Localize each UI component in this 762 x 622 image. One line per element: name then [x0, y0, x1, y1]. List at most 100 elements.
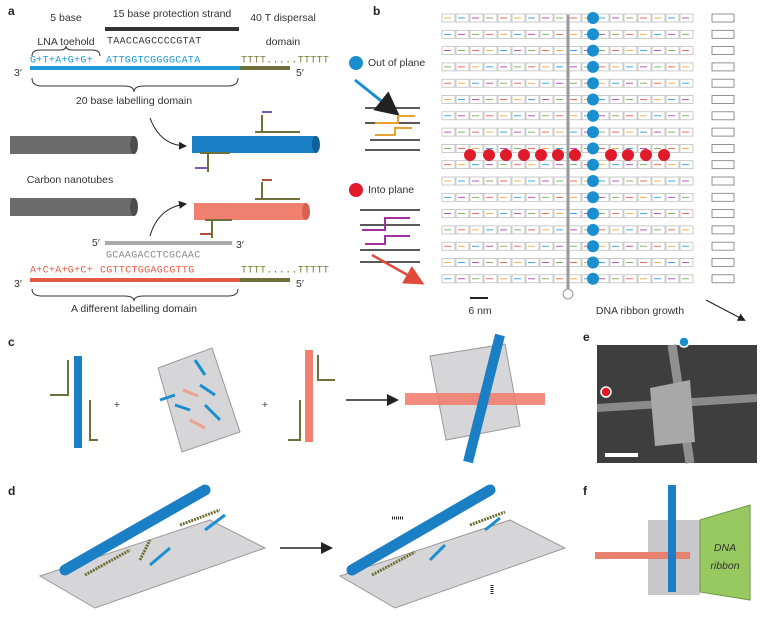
marker-dot [587, 142, 599, 155]
ladder-rung [711, 241, 735, 251]
nanotube [305, 350, 313, 442]
panel-label: a [8, 4, 15, 18]
lattice-cell [623, 46, 638, 55]
lattice-cell [679, 13, 694, 23]
lattice-cell [623, 111, 638, 121]
surface [338, 519, 567, 609]
lattice-cell [539, 29, 554, 39]
lattice-cell [651, 29, 666, 39]
lattice-cell [469, 127, 484, 137]
lattice-cell [651, 209, 666, 218]
lattice-cell [623, 176, 638, 186]
lattice-cell [525, 225, 540, 235]
lattice-cell [623, 160, 638, 170]
helix-line [360, 209, 420, 263]
nanotube [668, 485, 676, 592]
lattice-cell [497, 62, 512, 72]
end-label: 5′ [296, 67, 304, 79]
lattice-cell [539, 62, 554, 72]
lattice-cell [469, 62, 484, 72]
surface [157, 347, 241, 453]
lattice-cell [539, 192, 554, 202]
lattice-cell [469, 160, 484, 170]
lattice-cell [497, 258, 512, 267]
lattice-cell [483, 258, 498, 267]
marker-dot [587, 240, 599, 253]
lattice-cell [441, 274, 456, 284]
panel-a: 5 base LNA toehold 15 base protection st… [10, 8, 329, 315]
lattice-cell [497, 111, 512, 121]
panel-label: f [583, 484, 588, 498]
marker-dot [587, 77, 599, 90]
lattice-cell [679, 176, 694, 186]
lattice-cell [679, 127, 694, 137]
lattice-cell [539, 209, 554, 218]
lattice-cell [469, 13, 484, 23]
lattice-cell [609, 160, 624, 170]
lattice-cell [511, 127, 526, 137]
lattice-cell [469, 274, 484, 284]
lattice-cell [637, 176, 652, 186]
marker-dot [587, 191, 599, 204]
lattice-cell [483, 62, 498, 72]
lattice-cell [679, 29, 694, 39]
ladder-rung [711, 29, 735, 39]
lattice-cell [651, 274, 666, 284]
lattice-cell [637, 13, 652, 23]
lattice-cell [623, 258, 638, 267]
panel-f: DNA ribbon [595, 485, 751, 601]
lattice-cell [525, 127, 540, 137]
lattice-cell [637, 274, 652, 284]
lattice-cell [469, 29, 484, 39]
lattice-cell [665, 176, 680, 186]
lattice-cell [679, 46, 694, 55]
lattice-cell [497, 225, 512, 235]
arrow [149, 117, 187, 150]
lattice-cell [511, 29, 526, 39]
lattice-cell [637, 127, 652, 137]
lattice-cell [497, 274, 512, 284]
lattice-cell [609, 209, 624, 218]
strand [240, 278, 290, 282]
marker-dot [678, 336, 690, 348]
label: 20 base labelling domain [76, 95, 192, 107]
lattice-cell [455, 144, 470, 153]
lattice-cell [609, 176, 624, 186]
nanotube-end [130, 198, 138, 216]
lattice-cell [525, 209, 540, 218]
lattice-cell [441, 258, 456, 267]
sequence: TTTT.....TTTTT [241, 266, 329, 277]
marker-dot [600, 386, 612, 398]
lattice-cell [469, 111, 484, 121]
lattice-cell [651, 127, 666, 137]
nanotube [192, 136, 316, 153]
strand [50, 360, 98, 441]
lattice-cell [441, 241, 456, 251]
strand [200, 115, 300, 172]
strand [200, 179, 272, 235]
lattice-cell [609, 241, 624, 251]
lattice-cell [455, 225, 470, 235]
sequence: G+T+A+G+G+ [30, 56, 93, 67]
strand [205, 182, 300, 238]
ladder-rung [711, 225, 735, 235]
lattice-cell [441, 111, 456, 121]
lattice-cell [623, 225, 638, 235]
lattice-cell [483, 29, 498, 39]
marker-dot [587, 12, 599, 24]
lattice-cell [637, 225, 652, 235]
lattice-cell [511, 78, 526, 88]
lattice-cell [637, 29, 652, 39]
lattice-cell [609, 29, 624, 39]
ladder-rung [711, 127, 735, 137]
marker-dot [500, 149, 512, 161]
lattice-cell [665, 274, 680, 284]
panel-label: b [373, 4, 380, 18]
lattice-cell [525, 144, 540, 153]
lattice-cell [651, 225, 666, 235]
sequence: TTTT.....TTTTT [241, 56, 329, 67]
marker-dot [587, 256, 599, 269]
lattice-cell [679, 62, 694, 72]
scale-bar [605, 453, 638, 457]
marker-dot [658, 149, 670, 161]
